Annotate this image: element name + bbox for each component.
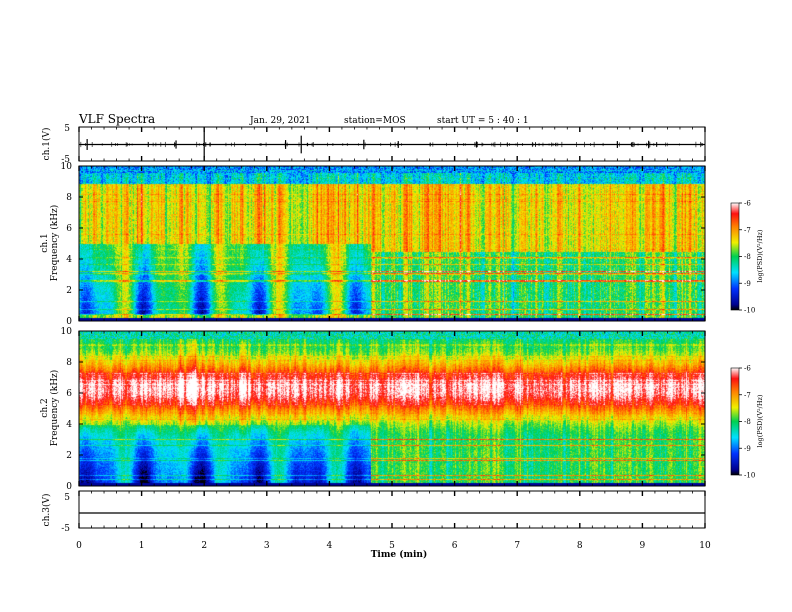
- ch2-colorbar: -6 -7 -8 -9 -10 log(PSD)(V²/Hz): [730, 365, 764, 480]
- colorbar-tick-label: -9: [744, 280, 751, 288]
- colorbar-tick-label: -9: [744, 445, 751, 453]
- time-tick-label: 8: [577, 541, 583, 551]
- time-tick-label: 10: [699, 541, 711, 551]
- time-axis-label: Time (min): [371, 549, 428, 560]
- colorbar-tick-label: -7: [744, 391, 751, 399]
- ch2-spectrogram-ylabel-freq: Frequency (kHz): [49, 370, 60, 447]
- ch1-waveform-trace: [78, 131, 705, 158]
- time-tick-label: 2: [201, 541, 207, 551]
- ch2-spectrogram-image: [79, 331, 705, 486]
- ch3-ytick-top: 5: [64, 493, 70, 503]
- colorbar-tick-label: -8: [744, 253, 751, 261]
- colorbar-tick-label: -10: [744, 472, 755, 480]
- ch1-spectrogram-ytick-label: 10: [61, 162, 73, 172]
- ch1-waveform-axis: [78, 127, 706, 161]
- ch1-spectrogram-ytick-label: 6: [66, 224, 72, 234]
- colorbar-tick-label: -8: [744, 418, 751, 426]
- ch1-ytick-top: 5: [64, 124, 70, 134]
- time-tick-label: 9: [640, 541, 646, 551]
- ch3-waveform-frame: [78, 490, 706, 529]
- ch2-spectrogram-panel: 0 2 4 6 8 10 ch.2 Frequency (kHz): [40, 327, 706, 492]
- ch3-waveform-axis: [78, 491, 706, 528]
- ch1-ytick-bottom: -5: [61, 155, 70, 165]
- time-tick-label: 4: [327, 541, 333, 551]
- ch1-spectrogram-ylabel-freq: Frequency (kHz): [49, 205, 60, 282]
- ch2-spectrogram-ytick-label: 6: [66, 389, 72, 399]
- date-label: Jan. 29, 2021: [249, 116, 311, 126]
- ch1-spectrogram-ytick-label: 8: [66, 193, 72, 203]
- colorbar-tick-label: -6: [744, 200, 751, 208]
- ch3-waveform-ylabel: ch.3(V): [41, 494, 52, 527]
- ch1-spectrogram-ytick-label: 2: [66, 286, 72, 296]
- ch1-spectrogram-ylabel-channel: ch.1: [40, 233, 50, 252]
- ch2-spectrogram-ytick-label: 4: [66, 420, 72, 430]
- time-tick-label: 1: [139, 541, 145, 551]
- ch2-spectrogram-axis: [78, 331, 706, 486]
- time-tick-label: 3: [264, 541, 270, 551]
- ch3-waveform-panel: 5 -5 ch.3(V) 0 1 2 3 4 5 6 7 8 9 10 Time (min): [41, 490, 711, 560]
- ch1-spectrogram-ytick-label: 4: [66, 255, 72, 265]
- time-tick-label: 7: [514, 541, 520, 551]
- ch1-spectrogram-yticks: 0 2 4 6 8 10: [61, 162, 705, 327]
- ch1-spectrogram-ytick-label: 0: [66, 317, 72, 327]
- ch1-spectrogram-axis: [78, 166, 706, 321]
- ch1-colorbar-scale: [730, 202, 740, 311]
- ch1-spectrogram-image: [79, 166, 705, 321]
- ch3-ytick-bottom: -5: [61, 524, 70, 534]
- figure-title: VLF Spectra: [78, 112, 155, 126]
- station-label: station=MOS: [344, 116, 406, 126]
- colorbar-tick-label: -6: [744, 365, 751, 373]
- colorbar-tick-label: -7: [744, 226, 751, 234]
- ch2-spectrogram-ytick-label: 10: [61, 327, 73, 337]
- ch2-colorbar-label: log(PSD)(V²/Hz): [756, 394, 764, 447]
- time-tick-label: 6: [452, 541, 458, 551]
- ch2-spectrogram-ytick-label: 0: [66, 482, 72, 492]
- ch1-waveform-ylabel: ch.1(V): [41, 128, 52, 161]
- start-time-label: start UT = 5 : 40 : 1: [437, 116, 529, 126]
- ch1-spectrogram-panel: 0 2 4 6 8 10 ch.1 Frequency (kHz): [40, 162, 706, 327]
- ch2-spectrogram-ytick-label: 2: [66, 451, 72, 461]
- ch2-spectrogram-yticks: 0 2 4 6 8 10: [61, 327, 705, 492]
- time-tick-label: 0: [76, 541, 82, 551]
- ch2-spectrogram-ytick-label: 8: [66, 358, 72, 368]
- colorbar-tick-label: -10: [744, 307, 755, 315]
- ch1-waveform-panel: 5 -5 ch.1(V): [41, 124, 706, 165]
- ch2-spectrogram-ylabel-channel: ch.2: [40, 398, 50, 417]
- ch1-colorbar-label: log(PSD)(V²/Hz): [756, 229, 764, 282]
- time-axis-ticklabels: 0 1 2 3 4 5 6 7 8 9 10: [76, 541, 711, 551]
- ch1-colorbar: -6 -7 -8 -9 -10 log(PSD)(V²/Hz): [730, 200, 764, 315]
- ch2-colorbar-scale: [730, 367, 740, 476]
- time-tick-label: 5: [389, 541, 395, 551]
